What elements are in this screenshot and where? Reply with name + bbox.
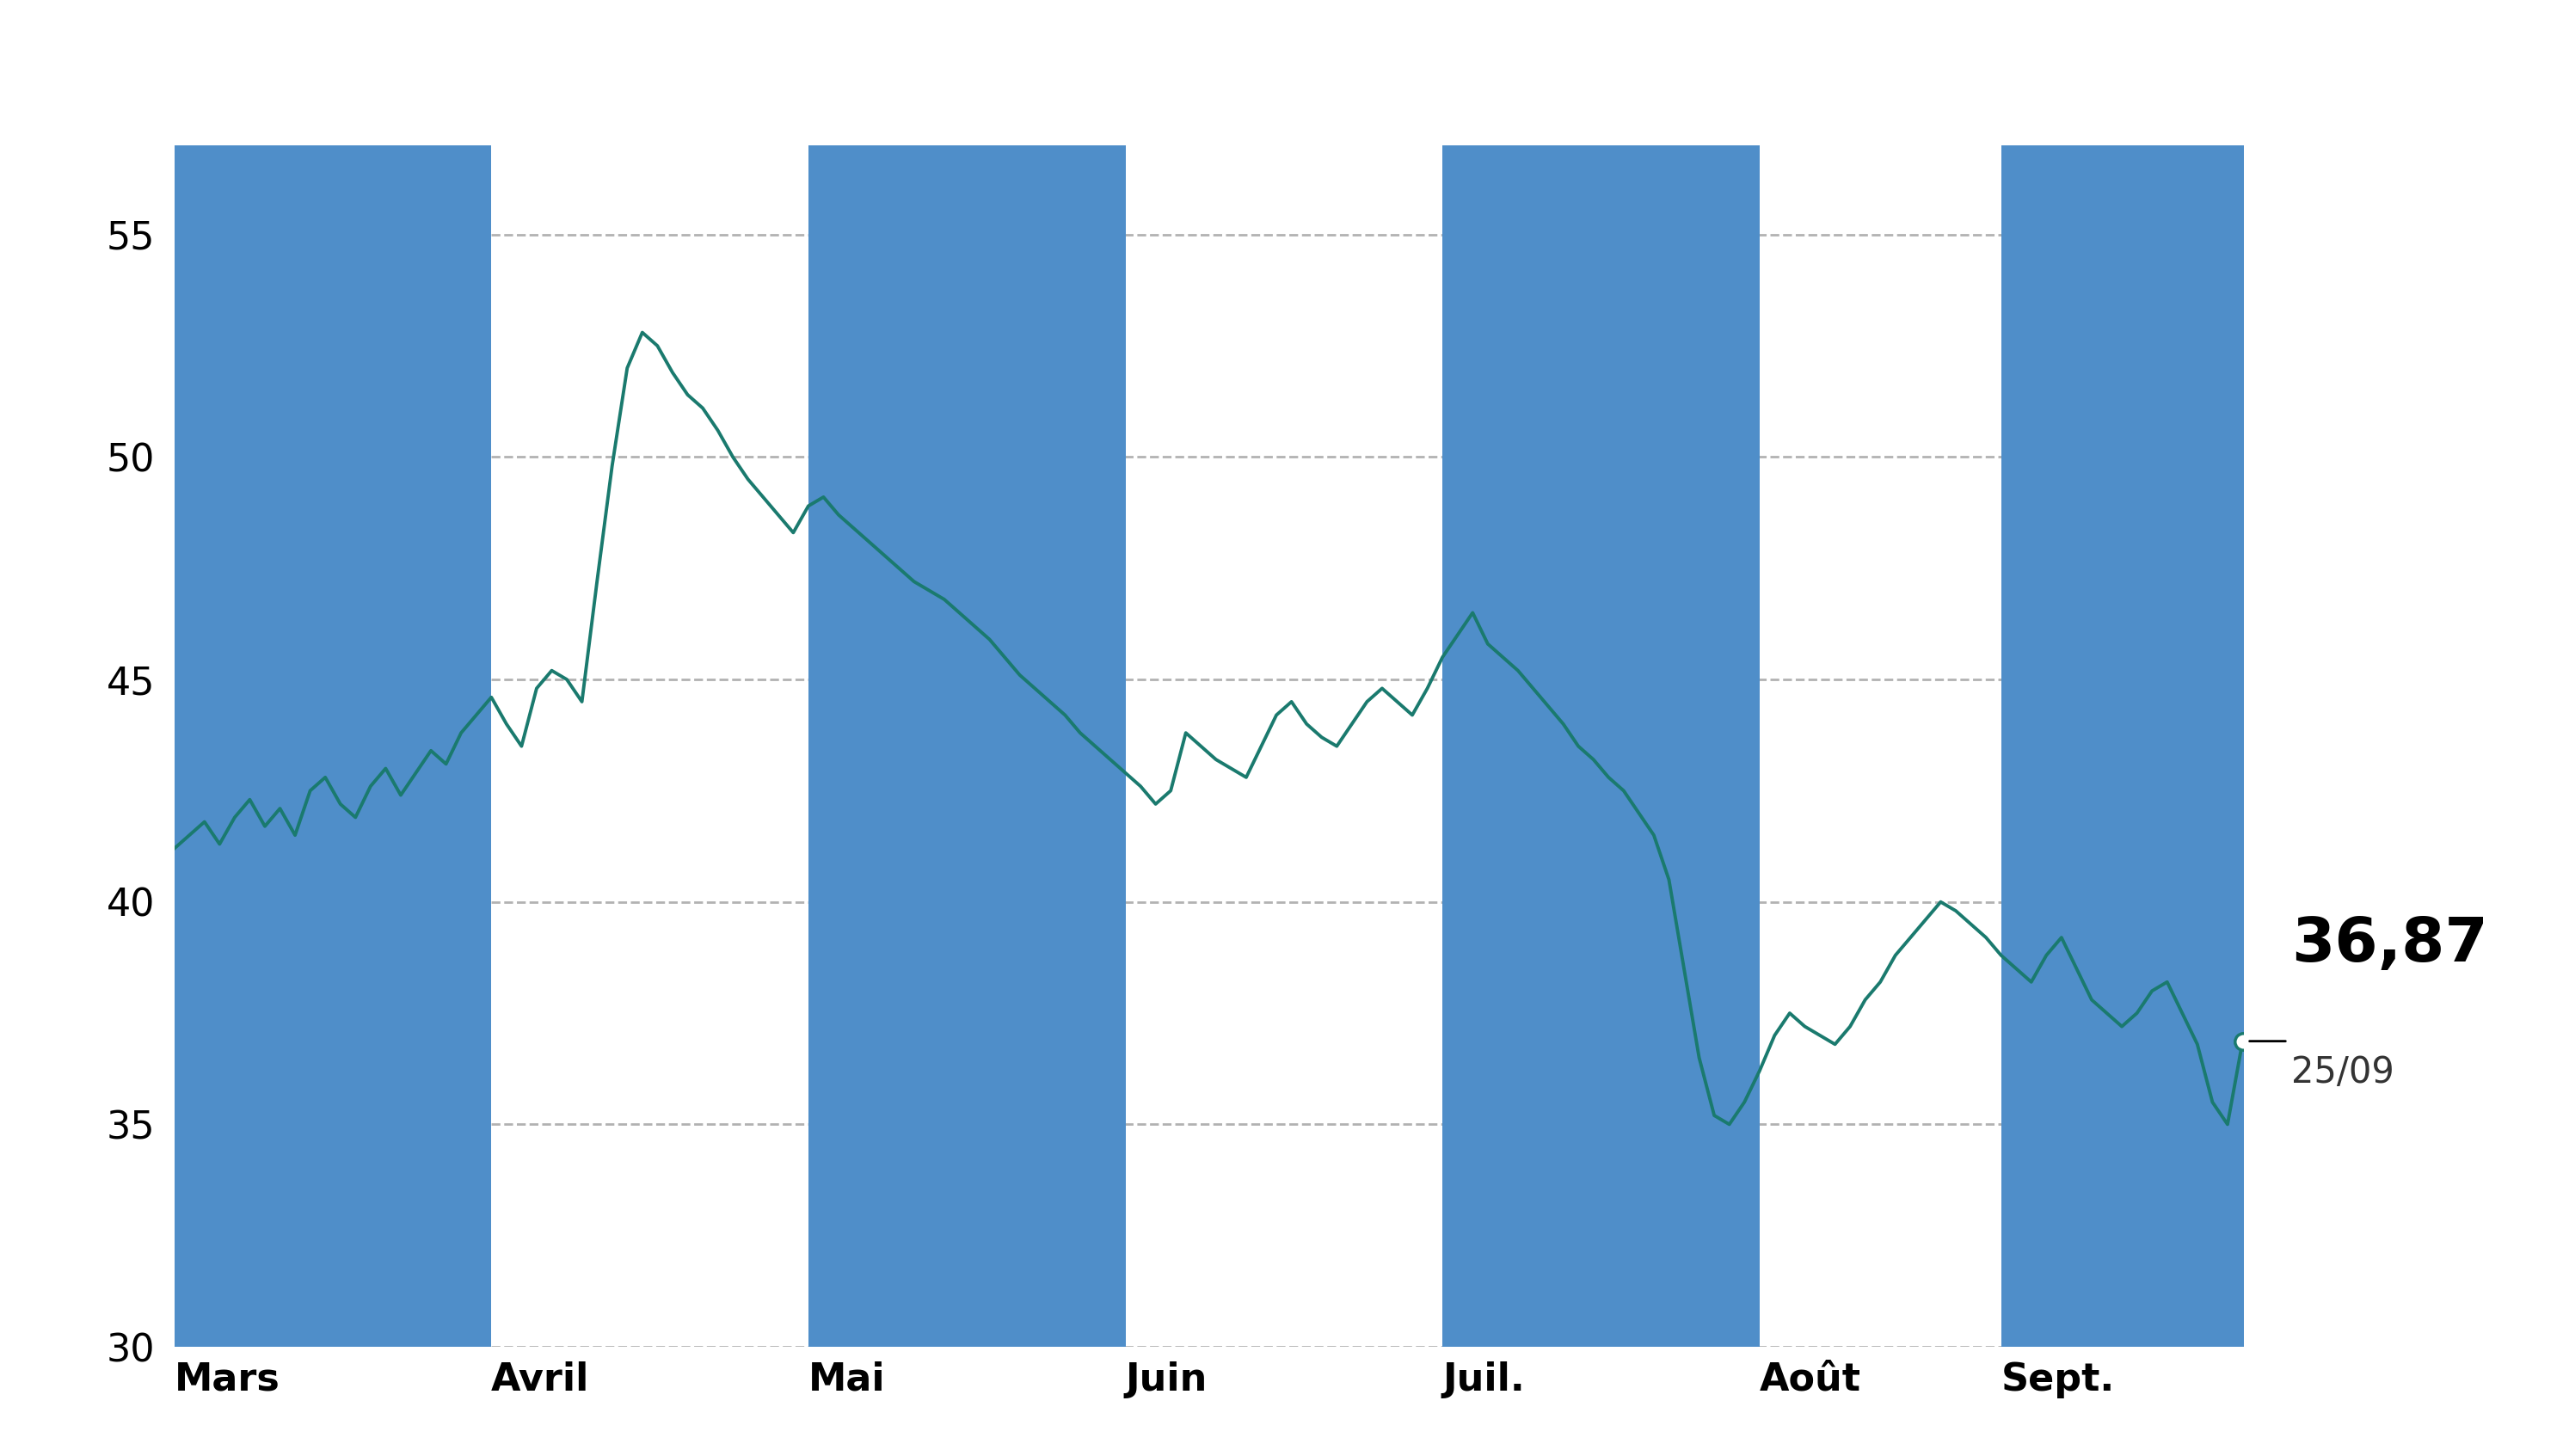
Text: 25/09: 25/09 [2291, 1054, 2394, 1091]
Text: Puma SE: Puma SE [1105, 29, 1458, 99]
Text: 36,87: 36,87 [2291, 914, 2489, 974]
